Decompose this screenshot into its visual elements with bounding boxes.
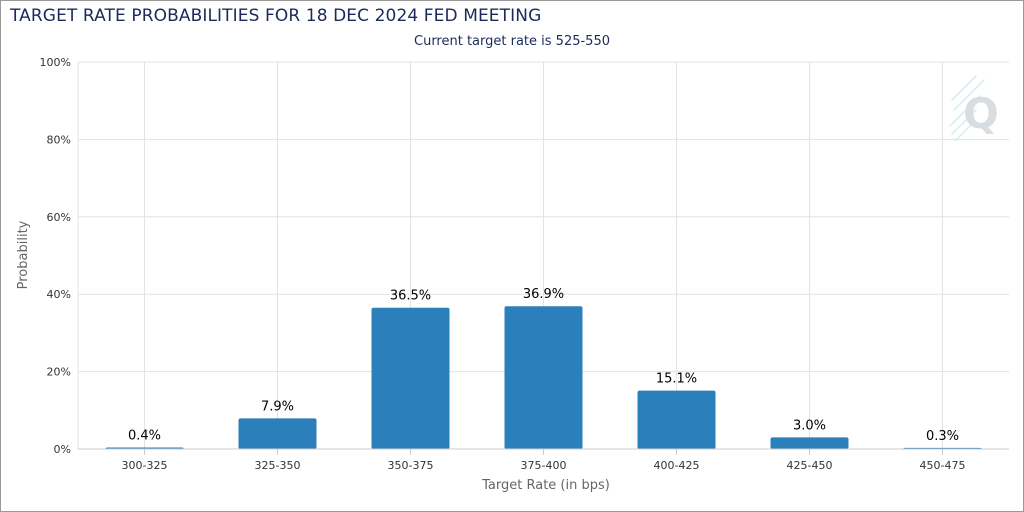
data-label: 36.5% bbox=[390, 289, 431, 304]
x-tick-label: 400-425 bbox=[654, 459, 700, 472]
chart-title: TARGET RATE PROBABILITIES FOR 18 DEC 202… bbox=[10, 6, 542, 26]
y-axis-ticks: 0% 20% 40% 60% 80% 100% bbox=[40, 56, 71, 456]
y-tick-label: 100% bbox=[40, 56, 71, 69]
data-labels: 0.4% 7.9% 36.5% 36.9% 15.1% 3.0% 0.3% bbox=[128, 287, 959, 444]
x-tick-label: 425-450 bbox=[787, 459, 833, 472]
x-tick-label: 375-400 bbox=[521, 459, 567, 472]
x-tick-label: 300-325 bbox=[122, 459, 168, 472]
bars bbox=[105, 306, 982, 449]
y-tick-label: 20% bbox=[47, 366, 71, 379]
x-axis-ticks: 300-325 325-350 350-375 375-400 400-425 425-4… bbox=[122, 449, 966, 472]
data-label: 15.1% bbox=[656, 372, 697, 387]
y-axis-title: Probability bbox=[16, 220, 31, 289]
y-tick-label: 80% bbox=[47, 133, 71, 146]
bar-400-425 bbox=[637, 390, 716, 449]
y-tick-label: 60% bbox=[47, 211, 71, 224]
data-label: 0.3% bbox=[926, 429, 959, 444]
data-label: 3.0% bbox=[793, 418, 826, 433]
x-tick-label: 450-475 bbox=[920, 459, 966, 472]
x-tick-label: 350-375 bbox=[388, 459, 434, 472]
data-label: 0.4% bbox=[128, 428, 161, 443]
data-label: 7.9% bbox=[261, 399, 294, 414]
bar-325-350 bbox=[238, 418, 317, 449]
data-label: 36.9% bbox=[523, 287, 564, 302]
x-axis-title: Target Rate (in bps) bbox=[481, 478, 610, 493]
y-tick-label: 40% bbox=[47, 288, 71, 301]
bar-425-450 bbox=[770, 437, 849, 449]
chart-subtitle: Current target rate is 525-550 bbox=[414, 34, 610, 49]
bar-350-375 bbox=[371, 307, 450, 449]
svg-text:Q: Q bbox=[963, 89, 999, 138]
x-tick-label: 325-350 bbox=[255, 459, 301, 472]
bar-375-400 bbox=[504, 306, 583, 449]
y-tick-label: 0% bbox=[54, 443, 71, 456]
q-logo-icon: Q bbox=[949, 75, 999, 141]
